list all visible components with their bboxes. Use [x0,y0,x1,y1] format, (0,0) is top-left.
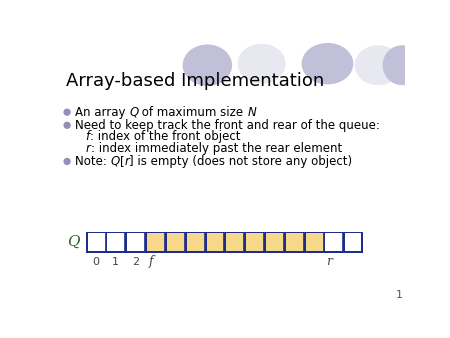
Text: : index of the front object: : index of the front object [90,130,240,143]
Text: of maximum size: of maximum size [138,106,247,119]
Text: r: r [86,142,90,155]
Ellipse shape [238,44,285,83]
Text: ] is empty (does not store any object): ] is empty (does not store any object) [129,155,352,168]
Ellipse shape [383,46,420,84]
Bar [167,234,185,251]
Bar [345,234,361,251]
Text: Note:: Note: [75,155,111,168]
Text: r: r [326,255,333,268]
Bar [325,234,343,251]
Bar [147,234,165,251]
Text: An array: An array [75,106,129,119]
Bar [88,234,105,251]
Bar [207,234,225,251]
Text: Array-based Implementation: Array-based Implementation [66,72,324,90]
Ellipse shape [183,45,231,85]
Circle shape [64,109,70,115]
Text: : index immediately past the rear element: : index immediately past the rear elemen… [90,142,342,155]
Text: f: f [149,255,153,268]
Text: [: [ [120,155,124,168]
Text: 2: 2 [132,257,139,267]
Text: N: N [247,106,256,119]
Bar [86,232,363,253]
Bar [266,234,284,251]
Text: 1: 1 [112,257,119,267]
Bar [187,234,205,251]
Text: r: r [124,155,129,168]
Circle shape [64,159,70,164]
Bar [108,234,126,251]
Text: Q: Q [111,155,120,168]
Bar [246,234,264,251]
Bar [286,234,304,251]
Text: Q: Q [67,235,80,249]
Bar [306,234,324,251]
Bar [226,234,244,251]
Ellipse shape [356,46,400,84]
Ellipse shape [302,44,353,84]
Text: 0: 0 [92,257,99,267]
Text: 1: 1 [396,290,403,300]
Text: Q: Q [129,106,138,119]
Bar [127,234,145,251]
Text: f: f [86,130,90,143]
Circle shape [64,122,70,128]
Text: Need to keep track the front and rear of the queue:: Need to keep track the front and rear of… [75,119,380,132]
